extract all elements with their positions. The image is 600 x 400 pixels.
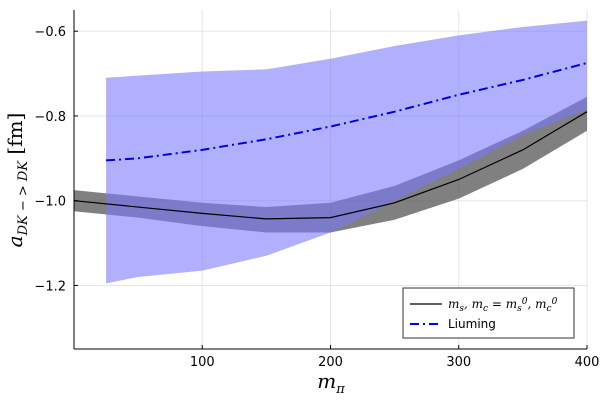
legend-box	[402, 287, 575, 339]
legend-label-series-1: Liuming	[448, 317, 496, 331]
band-series-1	[106, 20, 587, 284]
bands	[74, 20, 587, 284]
x-tick-label-1: 200	[318, 355, 343, 370]
y-tick-label-3: −0.6	[34, 25, 66, 40]
y-axis-label: aDK − > DK [fm]	[3, 113, 31, 248]
y-tick-label-0: −1.2	[34, 279, 66, 294]
line-series-1	[105, 62, 588, 162]
legend-label-series-0: ms, mc = ms0, mc0	[448, 297, 558, 314]
x-axis-label: mπ	[317, 369, 345, 397]
band-series-0	[74, 96, 587, 233]
tick-labels: 100 200 300 400 −1.2 −1.0 −0.8 −0.6	[34, 25, 599, 370]
x-tick-label-3: 400	[575, 355, 600, 370]
lines	[73, 62, 588, 220]
legend: ms, mc = ms0, mc0 Liuming	[402, 287, 575, 339]
y-tick-label-2: −0.8	[34, 110, 66, 125]
line-series-0	[73, 111, 588, 220]
x-tick-label-2: 300	[446, 355, 471, 370]
axes	[73, 10, 588, 350]
y-tick-label-1: −1.0	[34, 195, 66, 210]
x-tick-label-0: 100	[190, 355, 215, 370]
